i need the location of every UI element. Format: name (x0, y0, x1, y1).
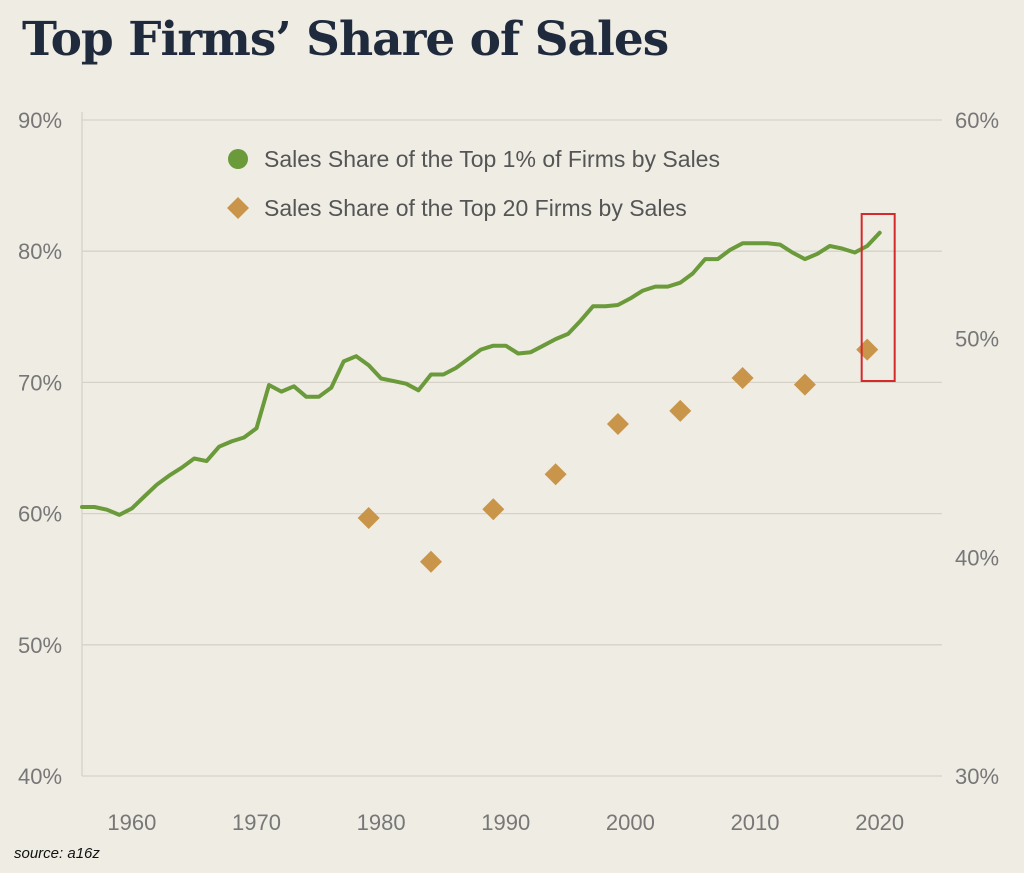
y-right-tick-label: 50% (955, 327, 999, 352)
x-tick-label: 2000 (606, 810, 655, 835)
diamond-point (419, 550, 442, 573)
x-tick-label: 1980 (357, 810, 406, 835)
diamond-point (357, 506, 380, 529)
series-line-top-1pct (80, 230, 882, 517)
legend-marker-diamond (227, 197, 249, 219)
x-tick-label: 2020 (855, 810, 904, 835)
y-left-tick-label: 50% (18, 633, 62, 658)
legend: Sales Share of the Top 1% of Firms by Sa… (227, 146, 720, 221)
y-left-tick-label: 90% (18, 108, 62, 133)
diamond-point (482, 498, 505, 521)
diamond-point (606, 412, 629, 435)
x-tick-label: 1990 (481, 810, 530, 835)
x-tick-label: 2010 (731, 810, 780, 835)
legend-label: Sales Share of the Top 20 Firms by Sales (264, 195, 687, 221)
highlight-box (860, 213, 896, 382)
y-right-tick-label: 60% (955, 108, 999, 133)
diamond-point (731, 367, 754, 390)
diamond-point (793, 373, 816, 396)
legend-label: Sales Share of the Top 1% of Firms by Sa… (264, 146, 720, 172)
diamond-point (544, 463, 567, 486)
y-left-tick-label: 80% (18, 239, 62, 264)
y-right-tick-label: 40% (955, 545, 999, 570)
diamond-point (669, 399, 692, 422)
y-left-tick-label: 70% (18, 370, 62, 395)
diamond-point (856, 338, 879, 361)
x-tick-label: 1960 (107, 810, 156, 835)
legend-marker-line (228, 149, 248, 169)
y-left-tick-label: 60% (18, 502, 62, 527)
y-left-tick-label: 40% (18, 764, 62, 789)
page-title: Top Firms’ Share of Sales (22, 12, 669, 67)
source-note: source: a16z (14, 845, 100, 862)
y-right-tick-label: 30% (955, 764, 999, 789)
x-tick-label: 1970 (232, 810, 281, 835)
